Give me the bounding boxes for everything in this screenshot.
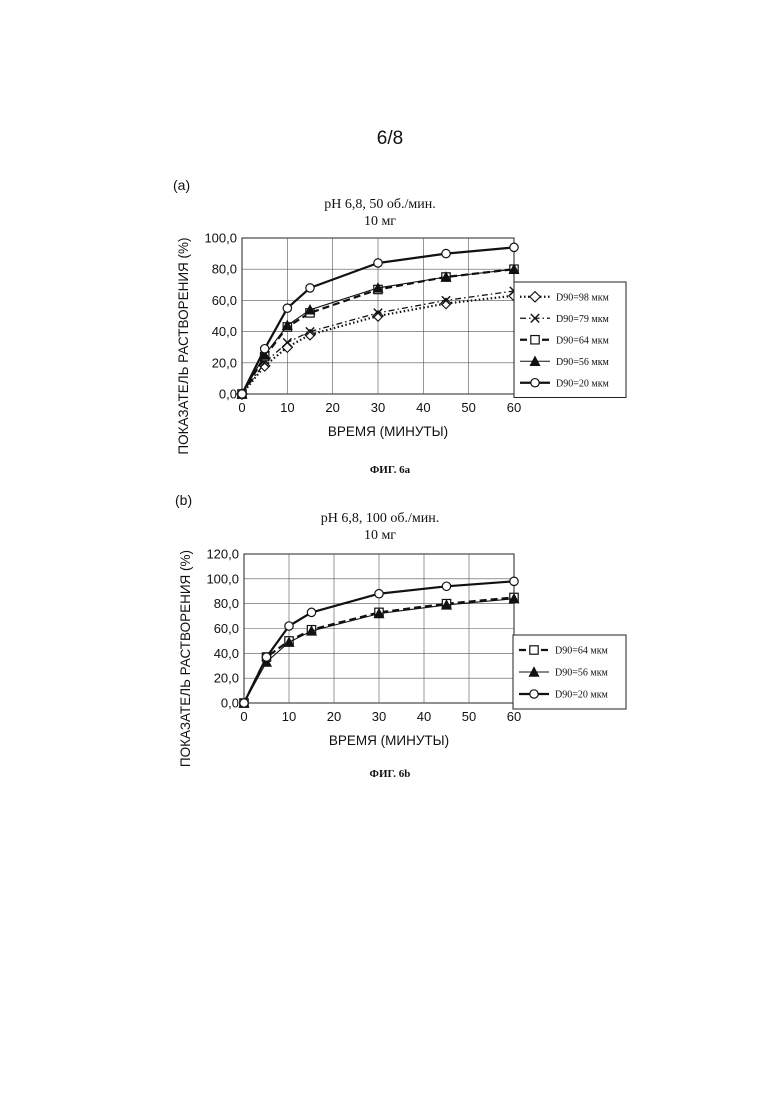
legend-swatch-marker <box>531 379 539 387</box>
x-tick-label: 30 <box>371 400 385 415</box>
data-point <box>306 284 314 292</box>
data-point <box>374 259 382 267</box>
x-tick-label: 20 <box>327 709 341 724</box>
data-point <box>442 249 450 257</box>
y-tick-label: 80,0 <box>212 262 237 277</box>
y-tick-label: 60,0 <box>212 293 237 308</box>
data-point <box>262 653 270 661</box>
chart-a: 0,0 20,0 40,0 60,0 80,0 100,0 0 10 20 30 40 50 60 ВРЕ… <box>0 230 780 455</box>
data-point <box>510 243 518 251</box>
legend-label: D90=98 мкм <box>556 292 610 303</box>
data-point <box>240 699 248 707</box>
x-tick-label: 30 <box>372 709 386 724</box>
chart-b-title-line1: pH 6,8, 100 об./мин. <box>230 510 530 527</box>
x-tick-label: 40 <box>417 709 431 724</box>
data-point <box>442 582 450 590</box>
y-tick-label: 40,0 <box>214 646 239 661</box>
chart-a-title-line1: pH 6,8, 50 об./мин. <box>230 196 530 213</box>
chart-b: 0,0 20,0 40,0 60,0 80,0 100,0 120,0 0 10 20 30 40 50… <box>0 540 780 765</box>
x-tick-label: 10 <box>282 709 296 724</box>
chart-b-title: pH 6,8, 100 об./мин. 10 мг <box>230 510 530 544</box>
legend-swatch-marker <box>530 646 538 654</box>
y-tick-label: 0,0 <box>219 387 237 402</box>
data-point <box>375 590 383 598</box>
panel-label-a: (a) <box>173 177 190 193</box>
x-axis-label: ВРЕМЯ (МИНУТЫ) <box>329 733 449 748</box>
x-tick-label: 0 <box>240 709 247 724</box>
chart-a-title-line2: 10 мг <box>230 213 530 230</box>
legend-swatch-marker <box>530 690 538 698</box>
y-axis-label: ПОКАЗАТЕЛЬ РАСТВОРЕНИЯ (%) <box>178 550 193 767</box>
data-point <box>307 608 315 616</box>
panel-label-b: (b) <box>175 492 192 508</box>
data-point <box>510 577 518 585</box>
data-point <box>260 345 268 353</box>
legend-swatch-marker <box>531 336 539 344</box>
y-tick-label: 80,0 <box>214 596 239 611</box>
x-tick-label: 60 <box>507 400 521 415</box>
y-axis-label: ПОКАЗАТЕЛЬ РАСТВОРЕНИЯ (%) <box>176 237 191 454</box>
page-number: 6/8 <box>0 128 780 150</box>
x-tick-label: 50 <box>462 709 476 724</box>
data-point <box>283 304 291 312</box>
data-point <box>285 622 293 630</box>
legend-label: D90=20 мкм <box>555 690 609 701</box>
data-point <box>238 390 246 398</box>
y-tick-label: 100,0 <box>206 571 239 586</box>
chart-a-title: pH 6,8, 50 об./мин. 10 мг <box>230 196 530 230</box>
x-tick-label: 10 <box>280 400 294 415</box>
x-axis-label: ВРЕМЯ (МИНУТЫ) <box>328 424 448 439</box>
legend-label: D90=56 мкм <box>555 668 609 679</box>
legend-label: D90=64 мкм <box>556 335 610 346</box>
y-tick-label: 100,0 <box>204 231 237 246</box>
legend-label: D90=56 мкм <box>556 357 610 368</box>
legend-label: D90=79 мкм <box>556 314 610 325</box>
x-tick-label: 40 <box>416 400 430 415</box>
x-tick-label: 0 <box>238 400 245 415</box>
y-tick-label: 60,0 <box>214 621 239 636</box>
y-tick-label: 120,0 <box>206 547 239 562</box>
y-tick-label: 0,0 <box>221 696 239 711</box>
x-tick-label: 50 <box>461 400 475 415</box>
y-tick-label: 20,0 <box>212 355 237 370</box>
caption-b: ФИГ. 6b <box>0 768 780 780</box>
legend-label: D90=64 мкм <box>555 646 609 657</box>
legend-label: D90=20 мкм <box>556 378 610 389</box>
y-tick-label: 40,0 <box>212 324 237 339</box>
x-tick-label: 20 <box>325 400 339 415</box>
caption-a: ФИГ. 6а <box>0 464 780 476</box>
x-tick-label: 60 <box>507 709 521 724</box>
y-tick-label: 20,0 <box>214 671 239 686</box>
